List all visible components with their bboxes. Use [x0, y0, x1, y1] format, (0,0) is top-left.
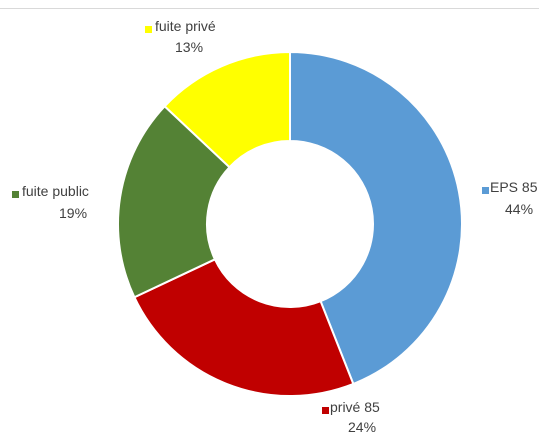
slice-eps-85 [289, 50, 464, 386]
legend-marker-fuite-priv- [145, 26, 152, 33]
slice-label-priv-85: privé 85 [330, 399, 380, 415]
slice-percent-priv-85: 24% [348, 419, 376, 435]
slice-label-fuite-public: fuite public [22, 183, 89, 199]
legend-marker-eps-85 [482, 187, 489, 194]
slice-priv-85 [133, 258, 355, 397]
slice-label-eps-85: EPS 85 [490, 179, 538, 195]
legend-marker-fuite-public [12, 191, 19, 198]
top-divider [0, 8, 539, 9]
slice-fuite-priv- [163, 50, 291, 169]
slice-fuite-public [117, 104, 231, 299]
slice-label-fuite-priv-: fuite privé [155, 18, 216, 34]
slice-percent-fuite-public: 19% [59, 205, 87, 221]
legend-marker-priv-85 [322, 407, 329, 414]
slice-percent-fuite-priv-: 13% [175, 39, 203, 55]
slice-percent-eps-85: 44% [505, 201, 533, 217]
